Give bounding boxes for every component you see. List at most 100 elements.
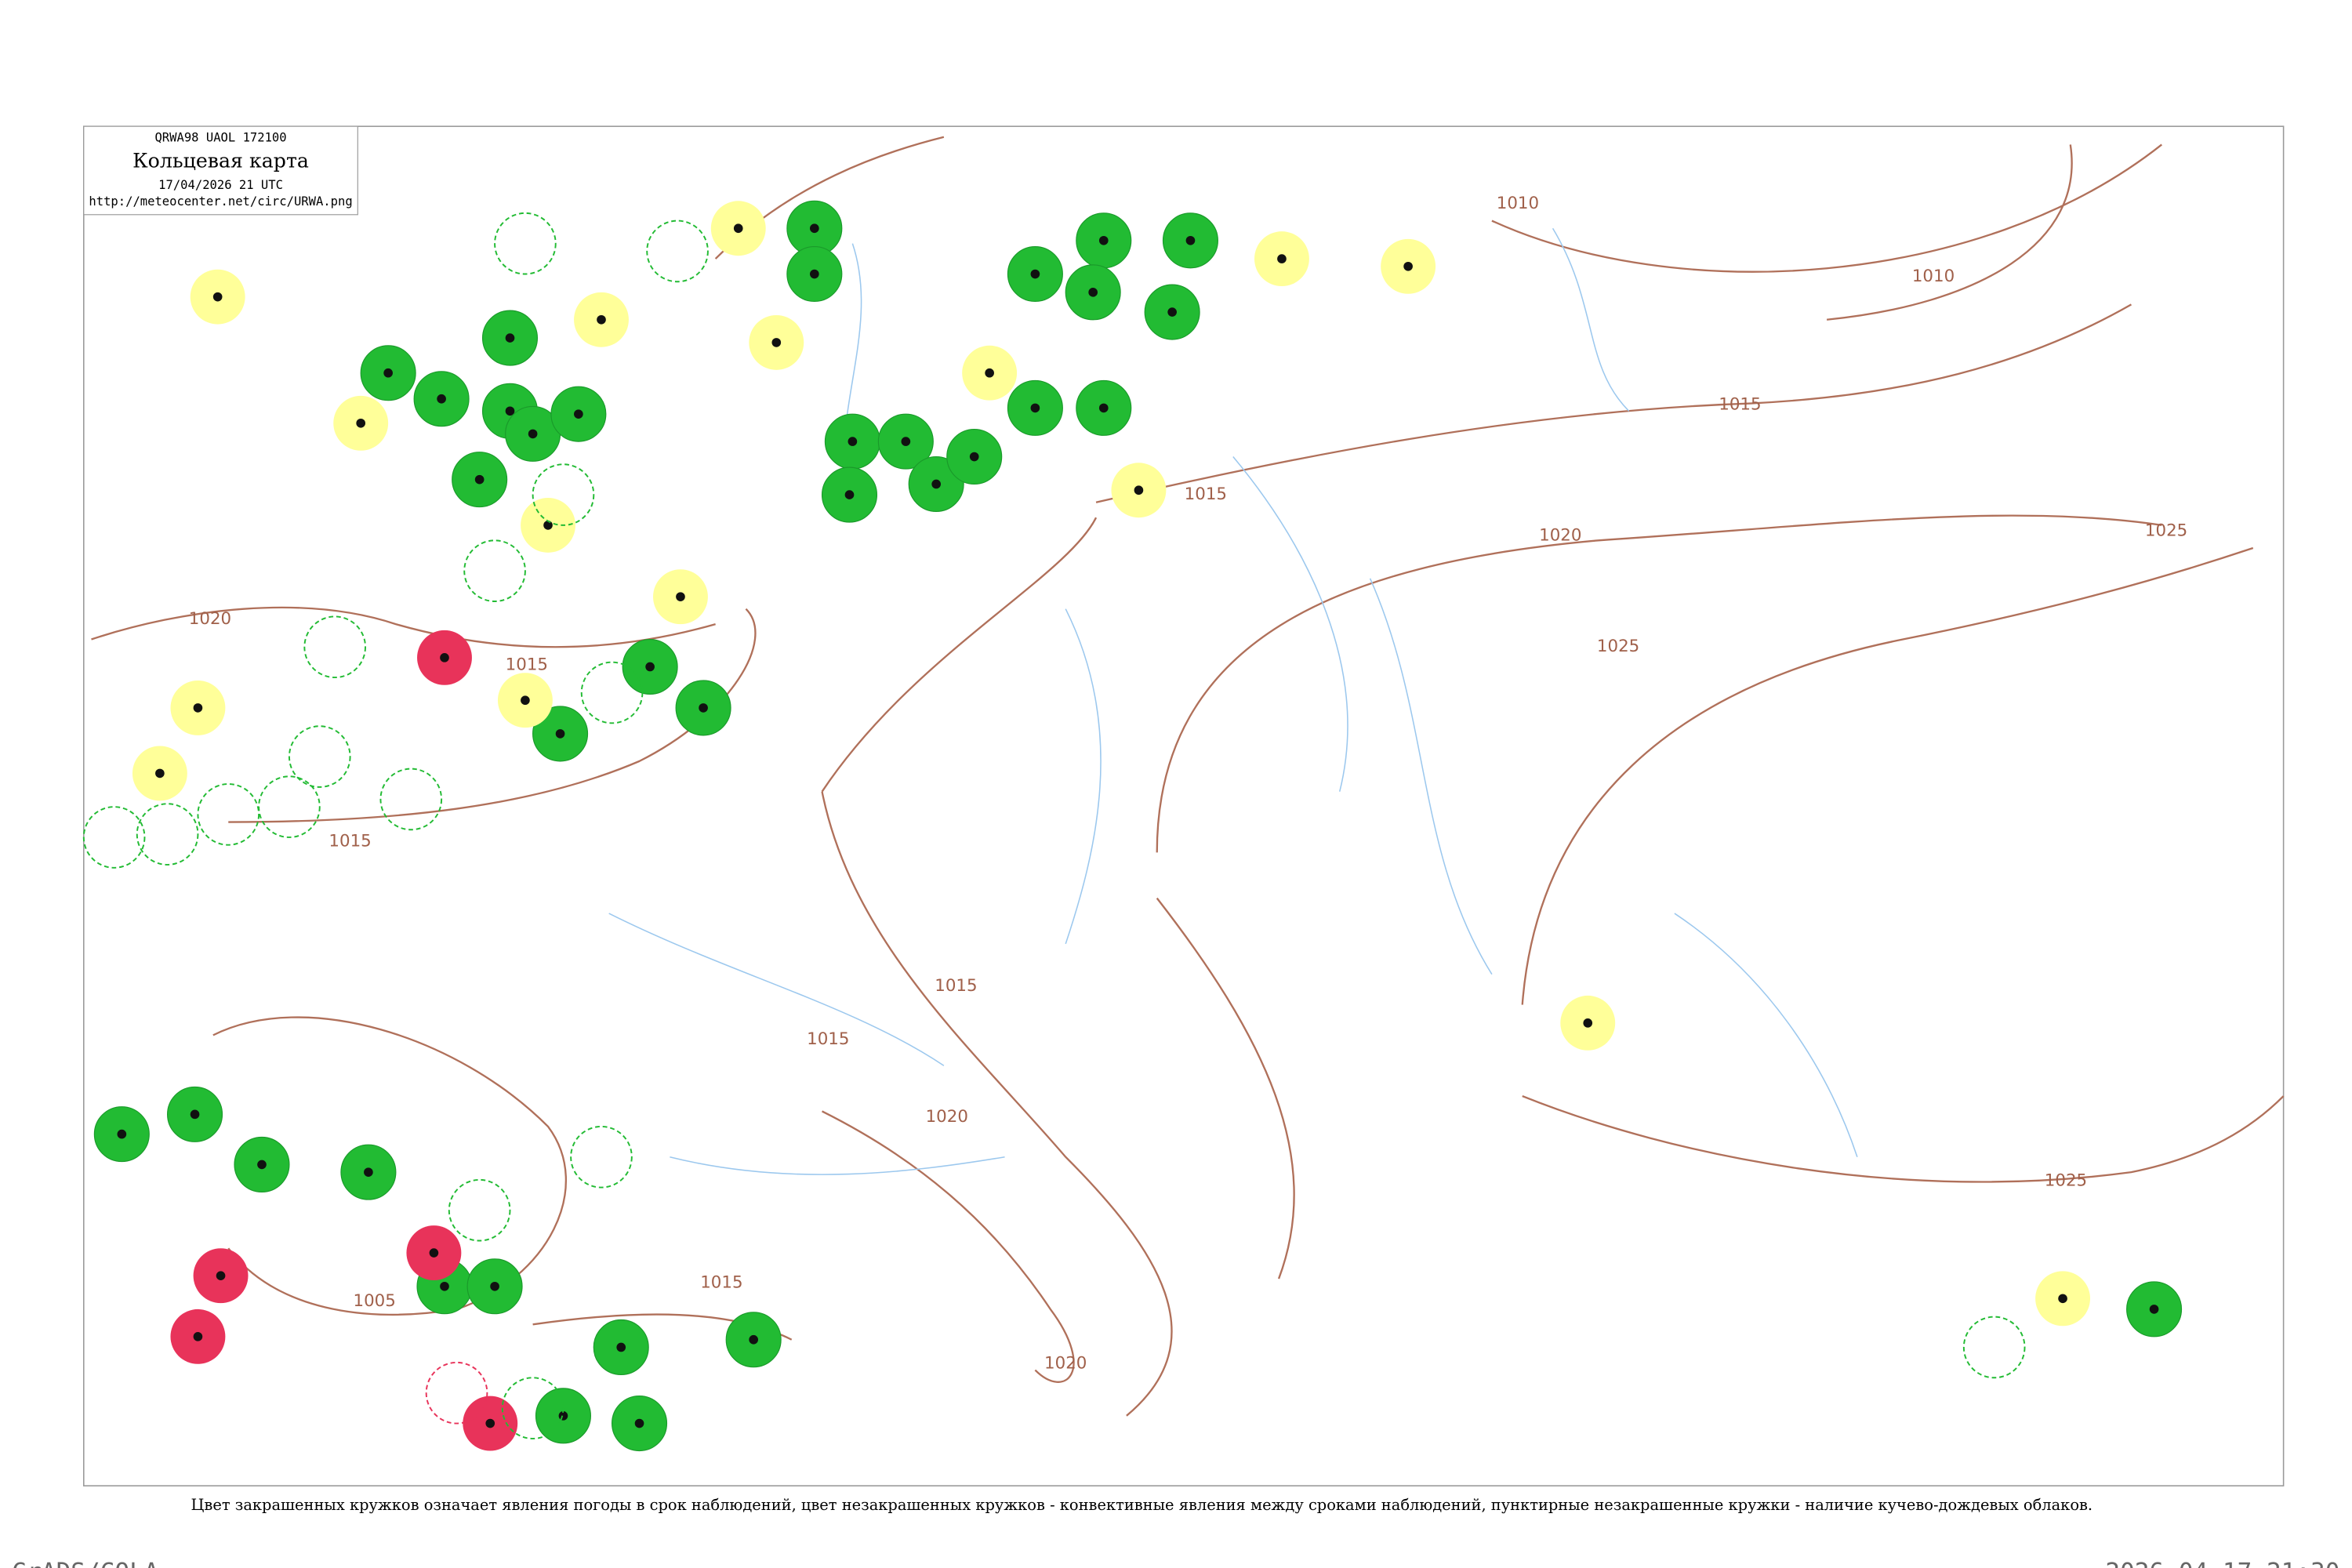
convective-ring [580, 661, 644, 724]
station-symbol [1185, 235, 1196, 245]
caption: Цвет закрашенных кружков означает явлени… [191, 1496, 2093, 1514]
station-symbol [356, 418, 366, 428]
convective-ring [303, 615, 366, 679]
station-symbol [771, 338, 782, 347]
station-symbol [490, 1281, 499, 1291]
isobar-label: 1015 [1185, 485, 1227, 504]
station-symbol [1098, 235, 1109, 245]
isobar-label: 1015 [506, 655, 548, 674]
convective-ring [646, 220, 709, 283]
station-symbol [597, 314, 606, 325]
station-symbol [555, 729, 565, 739]
station-symbol [485, 1418, 495, 1428]
station-symbol [931, 479, 941, 489]
station-symbol [216, 1271, 226, 1281]
isobar-label: 1020 [926, 1107, 968, 1127]
convective-ring [501, 1377, 564, 1439]
station-symbol [634, 1418, 644, 1428]
footer-left: GrADS/COLA [13, 1559, 159, 1568]
station-symbol [810, 269, 819, 279]
header-title: Кольцевая карта [132, 150, 309, 172]
station-symbol [505, 333, 515, 343]
isobar-label: 1020 [1539, 525, 1581, 545]
convective-ring [1962, 1316, 2026, 1379]
isobar-label: 1015 [935, 976, 977, 996]
isobar-label: 1025 [2145, 521, 2187, 540]
station-symbol [364, 1167, 373, 1177]
station-symbol [969, 452, 979, 462]
header-code: QRWA98 UAOL 172100 [154, 131, 286, 145]
header-url: http://meteocenter.net/circ/URWA.png [89, 194, 352, 209]
isobar-label: 1010 [1497, 194, 1539, 213]
convective-ring [463, 539, 526, 602]
station-symbol [505, 406, 515, 416]
station-symbol [440, 1281, 449, 1291]
isobar-label: 1005 [354, 1291, 396, 1311]
isobar-label: 1015 [1719, 394, 1761, 414]
station-symbol [193, 1332, 203, 1341]
convective-ring [425, 1361, 488, 1425]
isobar-label: 1015 [328, 832, 371, 851]
station-symbol [733, 223, 743, 234]
station-symbol [1088, 287, 1098, 297]
station-symbol [155, 768, 165, 779]
convective-ring [82, 806, 146, 869]
isobar-label: 1020 [1044, 1354, 1087, 1374]
station-symbol [212, 292, 223, 302]
station-symbol [676, 592, 685, 601]
station-symbol [1403, 261, 1413, 271]
convective-ring [532, 463, 595, 526]
station-symbol [1583, 1018, 1593, 1028]
station-symbol [521, 695, 530, 706]
convective-ring [379, 768, 443, 831]
convective-ring [494, 212, 557, 275]
station-symbol [810, 223, 819, 234]
station-symbol [749, 1334, 758, 1345]
station-symbol [574, 409, 583, 419]
isobar-label: 1015 [807, 1029, 849, 1049]
isobars [91, 136, 2285, 1417]
station-symbol [543, 521, 553, 530]
station-symbol [383, 368, 393, 378]
station-symbol [437, 394, 446, 404]
station-symbol [257, 1160, 267, 1170]
station-symbol [193, 703, 203, 713]
isobar-label: 1010 [1912, 267, 1955, 286]
station-symbol [848, 437, 858, 446]
station-symbol [474, 474, 485, 485]
header-date: 17/04/2026 21 UTC [158, 178, 283, 192]
station-circles [82, 200, 2183, 1452]
convective-ring [197, 783, 260, 846]
header-frame [83, 125, 358, 216]
station-symbol [616, 1342, 626, 1352]
isobar-label: 1025 [1597, 637, 1639, 656]
station-symbol [1030, 269, 1040, 279]
station-symbol [2149, 1305, 2159, 1314]
station-symbol [1030, 403, 1040, 413]
isobar-labels: 1010 1010 1015 1015 1020 1025 1025 1020 1015 1015… [189, 194, 2187, 1374]
station-symbol [901, 437, 911, 446]
station-symbol [1134, 485, 1144, 495]
station-symbol [645, 662, 655, 672]
station-symbol [1098, 403, 1109, 413]
convective-ring [288, 725, 351, 788]
convective-ring [448, 1178, 511, 1242]
station-symbol [429, 1248, 439, 1258]
header-box: QRWA98 UAOL 172100 Кольцевая карта 17/04… [83, 125, 358, 216]
station-symbol [440, 653, 449, 662]
station-symbol [528, 429, 538, 439]
station-symbol [117, 1129, 127, 1139]
isobar-label: 1020 [189, 609, 231, 629]
station-symbol [699, 703, 708, 713]
station-symbol [1277, 254, 1287, 263]
convective-ring [570, 1125, 633, 1189]
convective-ring [136, 803, 199, 866]
station-symbol [190, 1109, 200, 1120]
isobar-label: 1015 [700, 1273, 742, 1293]
footer-right: 2026-04-17-21:30 [2105, 1559, 2339, 1568]
station-symbol [1167, 307, 1177, 317]
isobar-label: 1025 [2045, 1171, 2087, 1191]
station-symbol [985, 368, 994, 378]
convective-ring [258, 775, 321, 838]
